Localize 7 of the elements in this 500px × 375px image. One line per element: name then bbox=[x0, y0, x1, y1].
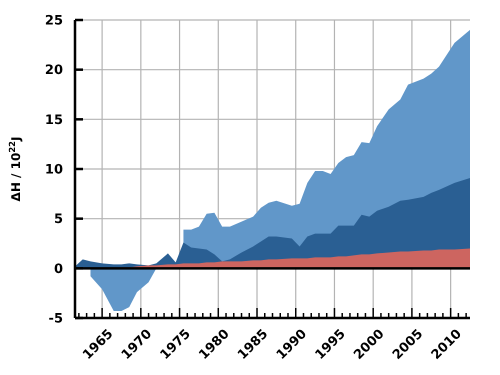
y-tick-label: -5 bbox=[48, 312, 63, 327]
y-tick-label: 15 bbox=[44, 112, 63, 128]
y-tick-label: 20 bbox=[44, 63, 63, 78]
y-tick-label: 5 bbox=[54, 212, 63, 228]
y-tick-label: 10 bbox=[44, 162, 63, 178]
y-tick-label: 0 bbox=[54, 262, 63, 277]
y-tick-label: 25 bbox=[44, 14, 63, 29]
